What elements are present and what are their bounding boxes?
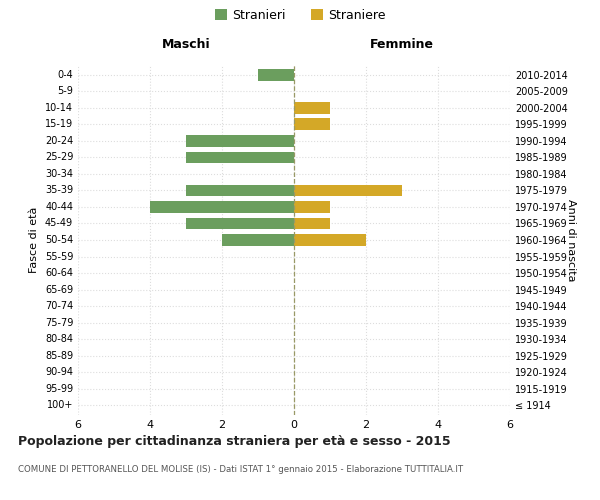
Bar (186, 218, 294, 230)
Bar (294, 102, 330, 114)
Bar (186, 152, 294, 164)
Bar (150, 201, 294, 213)
Y-axis label: Fasce di età: Fasce di età (29, 207, 39, 273)
Bar (294, 218, 330, 230)
Bar (294, 118, 330, 130)
Text: Popolazione per cittadinanza straniera per età e sesso - 2015: Popolazione per cittadinanza straniera p… (18, 435, 451, 448)
Text: Femmine: Femmine (370, 38, 434, 51)
Bar (222, 234, 294, 246)
Y-axis label: Anni di nascita: Anni di nascita (566, 198, 576, 281)
Bar (186, 184, 294, 196)
Text: Maschi: Maschi (161, 38, 211, 51)
Bar (294, 234, 366, 246)
Text: COMUNE DI PETTORANELLO DEL MOLISE (IS) - Dati ISTAT 1° gennaio 2015 - Elaborazio: COMUNE DI PETTORANELLO DEL MOLISE (IS) -… (18, 465, 463, 474)
Bar (186, 135, 294, 147)
Legend: Stranieri, Straniere: Stranieri, Straniere (215, 8, 386, 22)
Bar (294, 201, 330, 213)
Bar (294, 184, 402, 196)
Bar (258, 69, 294, 81)
